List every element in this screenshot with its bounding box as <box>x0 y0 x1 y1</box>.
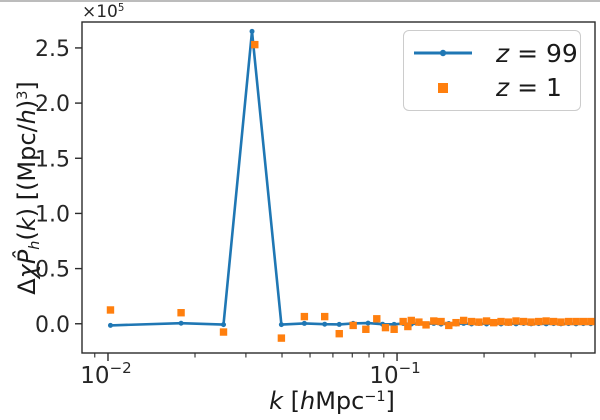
legend: z = 99 z = 1 <box>403 30 581 111</box>
y-axis-label: ΔχP̂h(k) [(Mpc/h)3] <box>13 81 44 295</box>
svg-text:2.5: 2.5 <box>35 37 70 62</box>
svg-text:1.0: 1.0 <box>35 202 70 227</box>
svg-text:10−2: 10−2 <box>80 359 131 389</box>
legend-label-z99: z = 99 <box>496 38 578 68</box>
svg-text:1.5: 1.5 <box>35 147 70 172</box>
y-axis-offset-text: ×105 <box>82 2 125 22</box>
legend-line-marker-icon <box>412 47 474 59</box>
legend-label-z1: z = 1 <box>496 73 562 103</box>
legend-square-marker-icon <box>412 82 474 94</box>
svg-text:2.0: 2.0 <box>35 92 70 117</box>
legend-entry-z99: z = 99 <box>412 39 578 68</box>
legend-entry-z1: z = 1 <box>412 73 572 102</box>
svg-text:0.5: 0.5 <box>35 258 70 283</box>
page-top-border <box>0 0 600 2</box>
x-axis-label: k [hMpc−1] <box>269 387 395 415</box>
svg-text:10−1: 10−1 <box>369 359 420 389</box>
svg-text:0.0: 0.0 <box>35 313 70 338</box>
